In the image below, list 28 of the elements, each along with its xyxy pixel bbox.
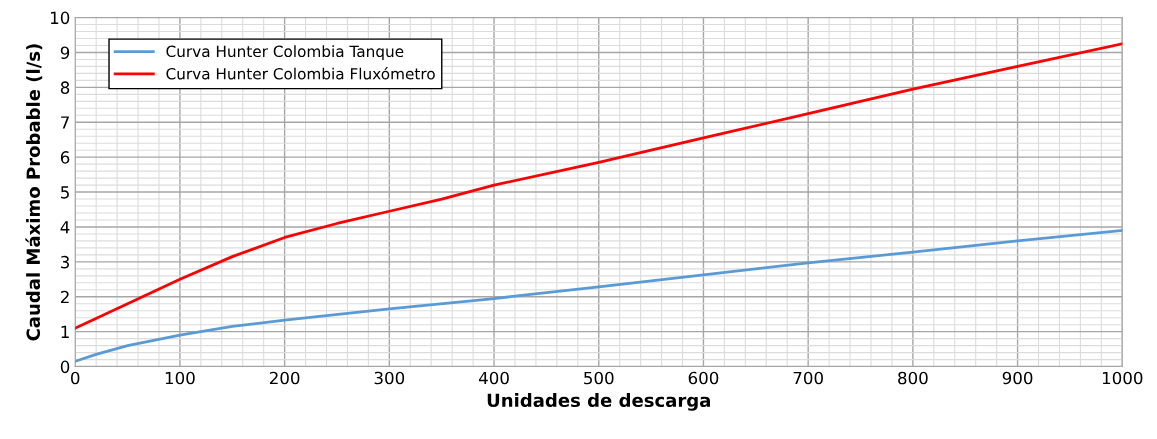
- line-series: [75, 42, 1123, 330]
- x-tick-label: 700: [793, 371, 823, 385]
- x-tick-label: 800: [898, 371, 928, 385]
- y-tick-label: 6: [60, 151, 70, 164]
- y-tick-label: 1: [61, 325, 69, 338]
- y-tick-label: 4: [60, 221, 70, 234]
- y-tick-label: 9: [60, 46, 70, 60]
- y-tick-label: 2: [60, 290, 69, 304]
- x-tick-label: 0: [71, 371, 80, 385]
- x-tick-label: 1000: [1102, 371, 1143, 385]
- x-tick-label: 500: [584, 371, 614, 385]
- x-tick-label: 400: [478, 371, 509, 385]
- y-tick-label: 7: [61, 116, 69, 129]
- y-tick-label: 8: [60, 81, 70, 94]
- legend-label: Curva Hunter Colombia Fluxómetro: [166, 67, 435, 80]
- x-axis-title: Unidades de descarga: [487, 393, 710, 411]
- y-tick-label: 5: [61, 186, 69, 199]
- x-tick-label: 200: [269, 371, 300, 385]
- y-tick-label: 3: [61, 255, 70, 269]
- x-tick-label: 100: [165, 371, 195, 385]
- legend-label: Curva Hunter Colombia Tanque: [166, 45, 404, 61]
- line-series: [75, 229, 1123, 363]
- y-tick-label: 10: [50, 11, 70, 25]
- y-axis-title: Caudal Máximo Probable (l/s): [25, 44, 43, 341]
- y-tick-label: 0: [60, 360, 70, 374]
- x-tick-label: 600: [688, 371, 719, 385]
- x-tick-label: 900: [1002, 371, 1033, 385]
- x-tick-label: 300: [374, 371, 405, 385]
